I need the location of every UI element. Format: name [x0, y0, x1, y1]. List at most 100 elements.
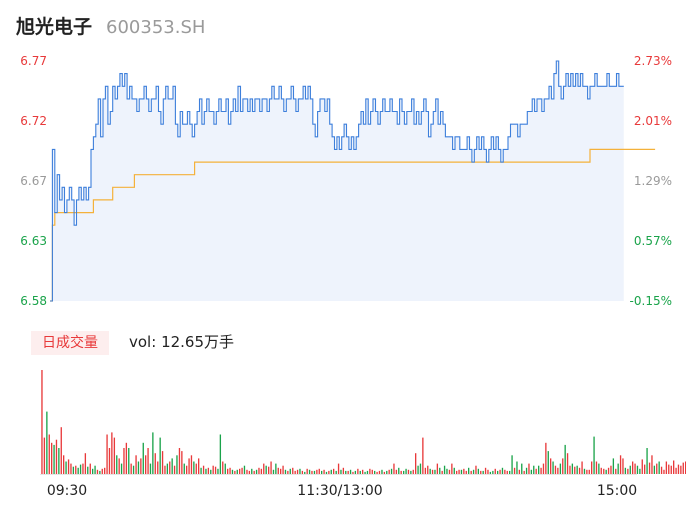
- volume-bar: [161, 451, 164, 474]
- volume-bar: [239, 468, 241, 474]
- volume-bar: [248, 470, 251, 474]
- volume-bar: [41, 370, 43, 474]
- volume-bar: [677, 464, 680, 474]
- volume-bar: [152, 432, 154, 474]
- volume-bar: [77, 467, 79, 474]
- volume-bar: [513, 467, 516, 474]
- percent-tick-label: 2.73%: [634, 54, 672, 68]
- volume-bar: [205, 468, 207, 474]
- percent-tick-label: 1.29%: [634, 174, 672, 188]
- volume-bar: [443, 465, 446, 474]
- volume-bar: [198, 458, 200, 474]
- volume-bar: [222, 461, 224, 474]
- volume-bar: [116, 455, 118, 474]
- volume-bar: [405, 468, 407, 474]
- volume-label: vol:: [129, 333, 157, 351]
- volume-bar: [472, 469, 475, 474]
- volume-bar: [246, 469, 248, 474]
- volume-bar: [511, 455, 513, 474]
- volume-bar: [263, 463, 265, 474]
- volume-bar: [535, 468, 537, 474]
- volume-bar: [670, 465, 672, 474]
- volume-bar: [492, 470, 494, 474]
- volume-bar: [484, 467, 487, 474]
- volume-bar: [347, 470, 349, 474]
- volume-bar: [308, 469, 311, 474]
- volume-bar: [282, 465, 284, 474]
- volume-bar: [92, 468, 94, 474]
- volume-bar: [547, 451, 549, 474]
- volume-bar: [337, 463, 340, 474]
- volume-bar: [562, 458, 564, 474]
- time-axis: 09:30 11:30/13:00 15:00: [47, 483, 637, 499]
- volume-bar: [475, 465, 477, 474]
- volume-bar: [588, 469, 590, 474]
- percent-tick-label: -0.15%: [630, 294, 672, 308]
- volume-bar: [292, 467, 294, 474]
- volume-bar: [284, 469, 287, 474]
- volume-bar: [518, 469, 521, 474]
- volume-bar: [480, 470, 482, 474]
- volume-bar: [374, 470, 376, 474]
- time-tick-label: 11:30/13:00: [297, 483, 382, 499]
- volume-bar: [390, 468, 393, 474]
- volume-bar: [417, 465, 419, 474]
- volume-bar: [453, 467, 455, 474]
- volume-bar: [569, 465, 571, 474]
- volume-bar: [400, 470, 402, 474]
- volume-bar: [429, 468, 431, 474]
- volume-bar: [364, 471, 366, 474]
- volume-bar: [641, 459, 643, 474]
- volume-bar: [470, 470, 472, 474]
- volume-bar: [554, 465, 557, 474]
- volume-bar: [381, 469, 383, 474]
- volume-bar: [448, 469, 451, 474]
- volume-bar: [576, 465, 578, 474]
- volume-bar: [431, 469, 434, 474]
- volume-bar: [615, 468, 617, 474]
- volume-bar: [663, 469, 665, 474]
- volume-bar: [497, 470, 499, 474]
- volume-bar: [538, 465, 540, 474]
- volume-bar: [140, 458, 142, 474]
- volume-bar: [321, 470, 323, 474]
- volume-bar: [210, 469, 212, 474]
- volume-bar: [583, 468, 586, 474]
- volume-bar: [125, 442, 128, 474]
- volume-bar: [460, 469, 463, 474]
- volume-bar: [586, 469, 588, 474]
- volume-bar: [504, 469, 506, 474]
- volume-bar: [550, 458, 552, 474]
- percent-tick-label: 2.01%: [634, 114, 672, 128]
- volume-bar: [135, 455, 137, 474]
- volume-bar: [154, 453, 156, 474]
- volume-bar: [653, 465, 656, 474]
- percent-tick-label: 0.57%: [634, 234, 672, 248]
- volume-bar: [644, 464, 646, 474]
- volume-bar: [75, 465, 77, 474]
- volume-bar: [255, 469, 258, 474]
- volume-bar: [96, 469, 99, 474]
- daily-volume-tag: 日成交量: [31, 331, 109, 355]
- volume-bar: [619, 455, 622, 474]
- volume-bar: [243, 465, 246, 474]
- volume-bar: [67, 459, 70, 474]
- volume-bar: [521, 463, 523, 474]
- volume-bar: [632, 461, 634, 474]
- volume-bar: [159, 437, 161, 474]
- price-tick-label: 6.58: [20, 294, 47, 308]
- volume-bar: [668, 464, 670, 474]
- volume-bar: [94, 465, 96, 474]
- volume-bar: [280, 468, 282, 474]
- volume-bar: [525, 467, 528, 474]
- volume-bar: [501, 467, 504, 474]
- volume-bar: [234, 470, 236, 474]
- volume-bar: [342, 467, 345, 474]
- volume-bar: [120, 463, 123, 474]
- volume-bar: [60, 427, 62, 474]
- volume-bar: [458, 469, 460, 474]
- volume-bar: [624, 467, 627, 474]
- volume-bar: [407, 469, 410, 474]
- volume-bar: [316, 469, 318, 474]
- volume-bar: [106, 434, 108, 474]
